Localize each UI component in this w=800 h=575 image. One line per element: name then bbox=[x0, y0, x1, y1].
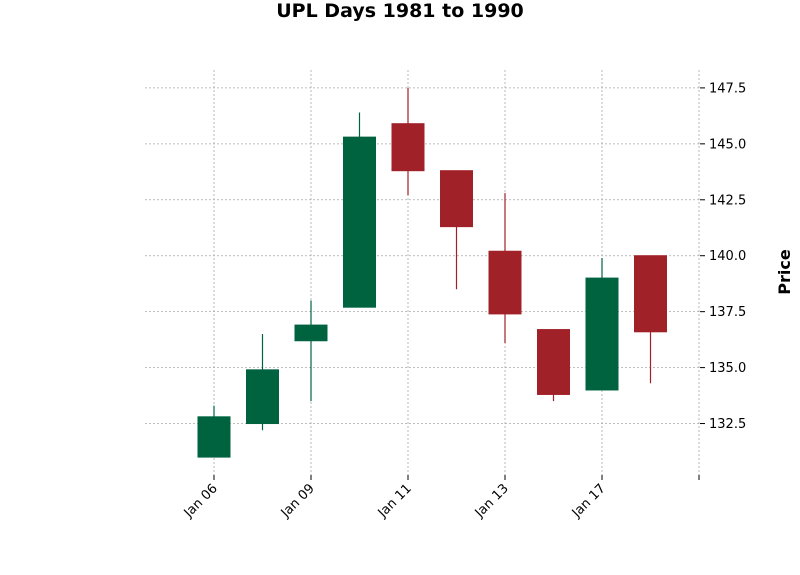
grid-layer bbox=[145, 70, 700, 475]
x-tick-label: Jan 06 bbox=[181, 481, 221, 521]
candle-body-down bbox=[391, 123, 425, 172]
candle-layer bbox=[197, 87, 667, 458]
y-axis-label: Price bbox=[775, 249, 794, 295]
candle-body-up bbox=[246, 369, 279, 425]
y-tick-label: 132.5 bbox=[709, 417, 746, 432]
x-tick-label: Jan 17 bbox=[569, 481, 609, 521]
x-tick-label: Jan 13 bbox=[472, 481, 512, 521]
y-tick-label: 145.0 bbox=[709, 137, 746, 152]
y-tick-label: 140.0 bbox=[709, 249, 746, 264]
candle-body-down bbox=[440, 170, 473, 228]
y-tick-label: 135.0 bbox=[709, 361, 746, 376]
x-tick-label: Jan 11 bbox=[375, 481, 415, 521]
candle-body-down bbox=[488, 250, 522, 315]
x-tick-label: Jan 09 bbox=[278, 481, 318, 521]
y-tick-label: 137.5 bbox=[709, 305, 746, 320]
y-tick-label: 147.5 bbox=[709, 81, 746, 96]
candle-body-down bbox=[537, 329, 570, 395]
candle-body-up bbox=[585, 277, 619, 391]
candle-body-up bbox=[294, 324, 328, 342]
candle-body-down bbox=[634, 255, 667, 333]
candle-body-up bbox=[197, 416, 231, 458]
chart-title: UPL Days 1981 to 1990 bbox=[276, 0, 524, 22]
candle-body-up bbox=[343, 136, 376, 308]
y-tick-label: 142.5 bbox=[709, 193, 746, 208]
